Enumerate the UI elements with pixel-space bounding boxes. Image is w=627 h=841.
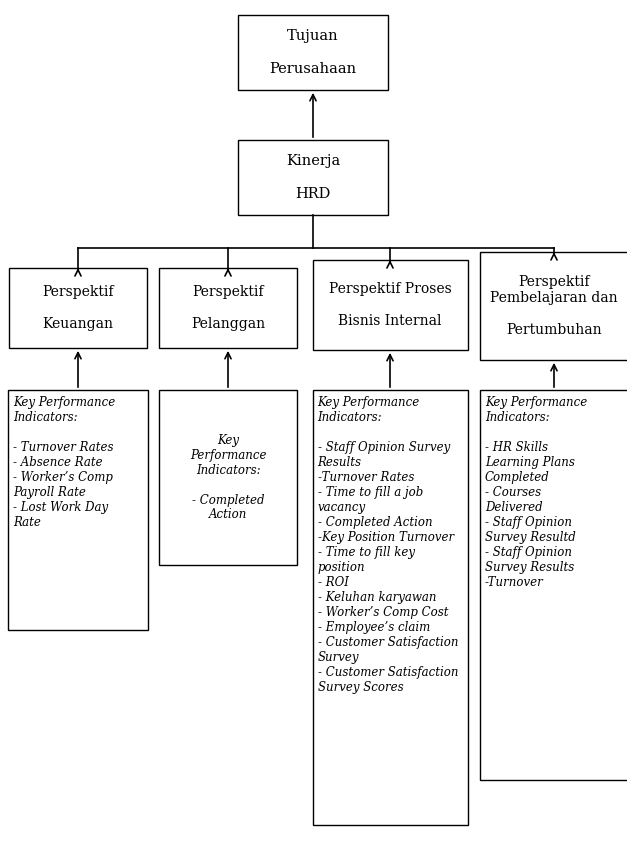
Text: Tujuan

Perusahaan: Tujuan Perusahaan (270, 29, 357, 76)
Text: Perspektif

Keuangan: Perspektif Keuangan (42, 285, 113, 331)
Bar (8, 390, 148, 630)
Bar (480, 390, 627, 780)
Text: Key Performance
Indicators:

- Turnover Rates
- Absence Rate
- Worker’s Comp
Pay: Key Performance Indicators: - Turnover R… (13, 396, 115, 529)
Text: Perspektif
Pembelajaran dan

Pertumbuhan: Perspektif Pembelajaran dan Pertumbuhan (490, 275, 618, 337)
Text: Perspektif

Pelanggan: Perspektif Pelanggan (191, 285, 265, 331)
Bar (238, 140, 388, 215)
Bar (159, 268, 297, 348)
Bar (238, 15, 388, 90)
Text: Key Performance
Indicators:

- Staff Opinion Survey
Results
-Turnover Rates
- Ti: Key Performance Indicators: - Staff Opin… (317, 396, 458, 694)
Text: Perspektif Proses

Bisnis Internal: Perspektif Proses Bisnis Internal (329, 282, 451, 328)
Bar (312, 260, 468, 350)
Bar (480, 252, 627, 360)
Text: Kinerja

HRD: Kinerja HRD (286, 154, 340, 201)
Text: Key Performance
Indicators:

- HR Skills
Learning Plans
Completed
- Courses
Deli: Key Performance Indicators: - HR Skills … (485, 396, 587, 589)
Bar (9, 268, 147, 348)
Text: Key
Performance
Indicators:

- Completed
Action: Key Performance Indicators: - Completed … (190, 433, 266, 521)
Bar (312, 390, 468, 825)
Bar (159, 390, 297, 565)
